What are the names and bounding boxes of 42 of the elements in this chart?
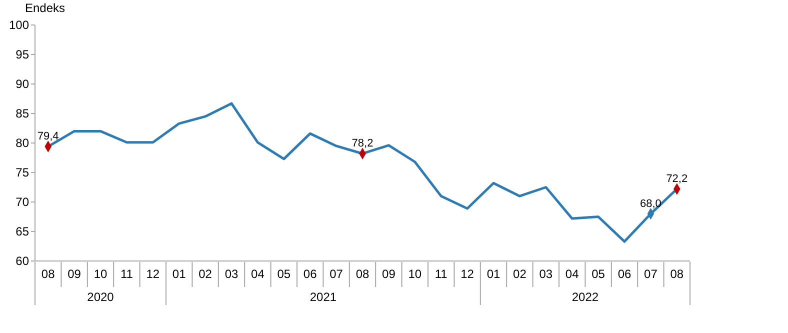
y-tick-label: 75	[16, 166, 30, 180]
y-tick-label: 95	[16, 48, 30, 62]
text: 2020	[87, 290, 114, 304]
x-tick-label: 09	[68, 267, 82, 281]
x-tick-label: 08	[356, 267, 370, 281]
x-tick-label: 06	[303, 267, 318, 281]
x-tick-label: 06	[618, 267, 632, 281]
x-tick-label: 10	[408, 267, 422, 281]
x-tick-label: 05	[277, 267, 291, 281]
text: 2021	[310, 290, 337, 304]
y-tick-label: 85	[16, 106, 30, 121]
x-tick-label: 03	[539, 267, 553, 281]
x-tick-label: 03	[224, 267, 238, 281]
y-tick-label: 90	[16, 77, 30, 92]
x-tick-label: 08	[670, 267, 684, 281]
data-label: 68,0	[640, 198, 662, 210]
y-tick-label: 60	[16, 254, 30, 268]
y-axis-title: Endeks	[25, 1, 66, 15]
y-tick-label: 80	[16, 136, 30, 150]
x-tick-label: 09	[382, 267, 396, 281]
x-tick-label: 07	[644, 267, 658, 281]
x-tick-label: 02	[198, 267, 212, 281]
data-label: 78,2	[352, 138, 374, 150]
x-tick-label: 01	[172, 267, 186, 281]
x-tick-label: 04	[251, 267, 265, 281]
data-label: 79,4	[37, 130, 59, 143]
text: 2022	[572, 290, 599, 304]
x-tick-label: 10	[94, 267, 108, 281]
data-label: 72,2	[666, 173, 688, 186]
x-tick-label: 05	[592, 267, 606, 281]
y-tick-label: 100	[8, 18, 30, 32]
x-tick-label: 12	[146, 267, 160, 281]
x-tick-label: 01	[486, 267, 500, 281]
x-tick-label: 12	[460, 267, 474, 281]
x-tick-label: 11	[120, 267, 134, 281]
x-tick-label: 11	[434, 267, 448, 281]
x-tick-label: 08	[41, 267, 56, 281]
y-tick-label: 70	[16, 195, 30, 210]
x-tick-label: 02	[513, 267, 527, 281]
x-tick-label: 07	[330, 267, 344, 281]
x-tick-label: 04	[565, 267, 580, 281]
y-tick-label: 65	[16, 224, 30, 239]
